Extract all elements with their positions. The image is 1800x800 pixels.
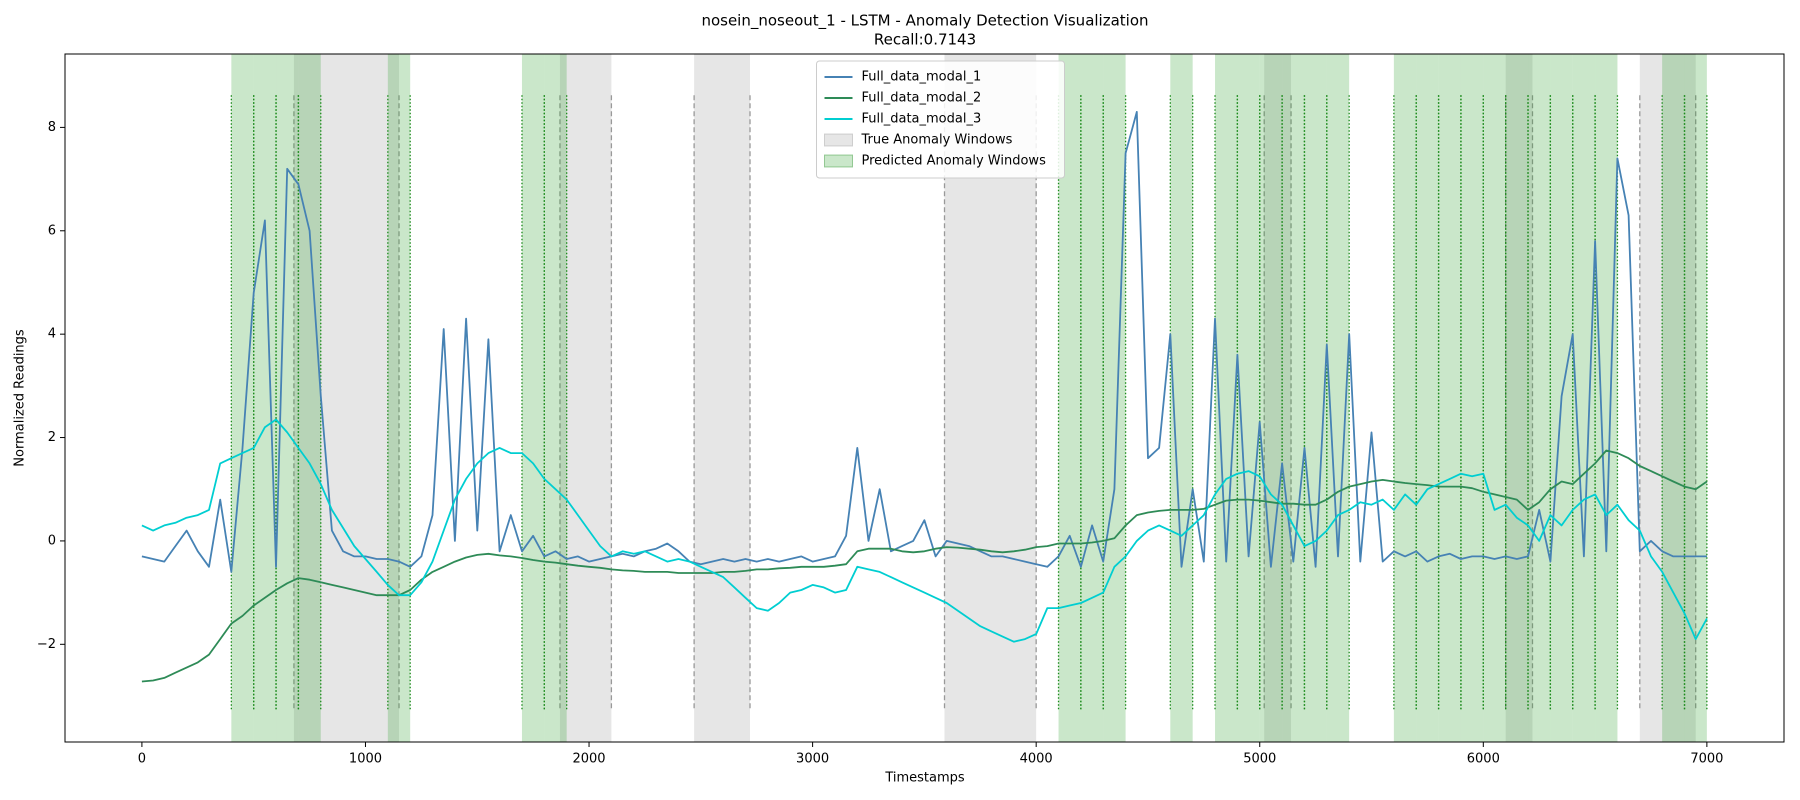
- anomaly-window: [1416, 54, 1439, 742]
- legend-label: Full_data_modal_1: [862, 70, 982, 85]
- anomaly-window: [276, 54, 299, 742]
- series-line: [141, 449, 1708, 683]
- anomaly-window: [253, 54, 277, 742]
- x-tick-label: 3000: [796, 752, 829, 767]
- plot-frame: [64, 53, 1785, 743]
- anomaly-window: [1282, 54, 1305, 742]
- legend-patch: [824, 133, 853, 147]
- legend-patch: [824, 154, 853, 168]
- legend-label: Full_data_modal_2: [862, 91, 982, 106]
- y-axis-label: Normalized Readings: [13, 329, 28, 467]
- x-tick-label: 4000: [1020, 752, 1053, 767]
- y-tick-label: 0: [48, 533, 56, 548]
- anomaly-window: [1259, 54, 1283, 742]
- y-tick-label: 8: [48, 120, 56, 135]
- legend-label: Full_data_modal_3: [862, 112, 982, 127]
- anomaly-window: [1215, 54, 1238, 742]
- y-tick-label: 6: [48, 223, 56, 238]
- anomaly-window: [544, 54, 567, 742]
- anomaly-window: [1304, 54, 1327, 742]
- x-tick-label: 1000: [349, 752, 382, 767]
- anomaly-window: [1103, 54, 1126, 742]
- anomaly-window: [1528, 54, 1551, 742]
- anomaly-window: [1639, 54, 1696, 742]
- series-group: [141, 111, 1708, 683]
- anomaly-window: [1684, 54, 1707, 742]
- anomaly-window: [1572, 54, 1596, 742]
- anomaly-window: [1237, 54, 1260, 742]
- y-tick-label: 2: [48, 430, 56, 445]
- legend-label: Predicted Anomaly Windows: [862, 154, 1047, 169]
- x-tick-label: 0: [138, 752, 146, 767]
- series-line: [141, 418, 1708, 643]
- x-tick-label: 5000: [1243, 752, 1276, 767]
- anomaly-window: [387, 54, 411, 742]
- legend-box: [816, 60, 1065, 179]
- anomaly-window: [231, 54, 254, 742]
- anomaly-window: [1170, 54, 1193, 742]
- anomaly-window: [1438, 54, 1461, 742]
- anomaly-window: [1662, 54, 1685, 742]
- anomaly-window: [1483, 54, 1506, 742]
- y-tick-label: −2: [37, 637, 56, 652]
- anomaly-window: [1080, 54, 1104, 742]
- anomaly-window: [559, 54, 612, 742]
- chart-subtitle: Recall:0.7143: [874, 31, 976, 49]
- chart-title: nosein_noseout_1 - LSTM - Anomaly Detect…: [701, 12, 1148, 31]
- anomaly-window: [293, 54, 400, 742]
- anomaly-window: [521, 54, 545, 742]
- series-line: [141, 111, 1707, 573]
- anomaly-window: [298, 54, 321, 742]
- y-tick-label: 4: [48, 327, 56, 342]
- x-axis-label: Timestamps: [884, 771, 965, 786]
- anomaly-window: [694, 54, 751, 742]
- x-tick-label: 7000: [1690, 752, 1723, 767]
- anomaly-window: [1264, 54, 1292, 742]
- anomaly-window: [1505, 54, 1529, 742]
- anomaly-window: [1326, 54, 1350, 742]
- x-tick-label: 6000: [1467, 752, 1500, 767]
- x-tick-label: 2000: [572, 752, 605, 767]
- legend: Full_data_modal_1 Full_data_modal_2 Full_d…: [816, 60, 1065, 179]
- anomaly-window: [1595, 54, 1618, 742]
- anomaly-window: [1058, 54, 1081, 742]
- legend-label: True Anomaly Windows: [861, 133, 1013, 148]
- anomaly-window: [1393, 54, 1417, 742]
- anomaly-window: [1460, 54, 1484, 742]
